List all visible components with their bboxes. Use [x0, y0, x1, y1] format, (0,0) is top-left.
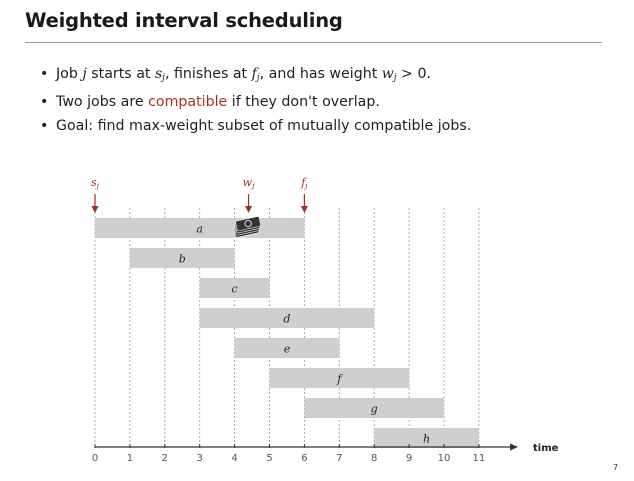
tick-label-7: 7: [336, 453, 342, 464]
var-f-j: fj: [251, 66, 260, 83]
job-label-b: b: [179, 253, 186, 266]
tick-label-5: 5: [266, 453, 272, 464]
tick-label-4: 4: [231, 453, 237, 464]
job-label-d: d: [283, 313, 290, 326]
tick-label-2: 2: [162, 453, 168, 464]
var-w-j: wj: [381, 66, 397, 83]
tick-label-10: 10: [438, 453, 451, 464]
marker-arrowhead-w: [245, 206, 253, 213]
job-label-e: e: [284, 343, 291, 356]
tick-label-11: 11: [473, 453, 486, 464]
job-label-f: f: [336, 373, 343, 386]
tick-label-1: 1: [127, 453, 133, 464]
slide-title: Weighted interval scheduling: [25, 9, 343, 32]
job-bar-e: [234, 338, 340, 358]
axis-title: time: [533, 443, 559, 454]
job-label-h: h: [423, 433, 430, 446]
tick-label-9: 9: [406, 453, 412, 464]
page-number: 7: [613, 463, 619, 472]
time-axis-arrowhead: [510, 443, 518, 451]
job-bar-c: [199, 278, 270, 298]
money-icon: [233, 216, 261, 238]
marker-label-s-j: sj: [91, 176, 100, 190]
bullet-compatible: Two jobs are compatible if they don't ov…: [40, 90, 471, 114]
job-bar-h: [374, 428, 479, 448]
marker-label-w-j: wj: [243, 176, 255, 190]
tick-label-3: 3: [197, 453, 203, 464]
var-s-j: sj: [154, 66, 165, 83]
marker-arrowhead-f: [300, 206, 308, 213]
job-label-a: a: [196, 223, 203, 236]
marker-arrowhead-s: [91, 206, 99, 213]
tick-label-8: 8: [371, 453, 377, 464]
compatible-highlight: compatible: [148, 94, 228, 110]
job-bar-b: [129, 248, 235, 268]
job-bar-d: [199, 308, 375, 328]
title-divider: [25, 42, 602, 43]
bullet-job-definition: Job j starts at sj, finishes at fj, and …: [40, 62, 471, 90]
tick-label-6: 6: [301, 453, 307, 464]
bullet-list: Job j starts at sj, finishes at fj, and …: [40, 62, 471, 138]
job-bar-g: [304, 398, 444, 418]
marker-label-f-j: fj: [300, 176, 308, 190]
job-label-c: c: [232, 283, 238, 296]
job-bar-f: [269, 368, 410, 388]
bullet-goal: Goal: find max-weight subset of mutually…: [40, 114, 471, 138]
tick-label-0: 0: [92, 453, 98, 464]
job-label-g: g: [371, 403, 378, 416]
var-j: j: [82, 66, 87, 82]
